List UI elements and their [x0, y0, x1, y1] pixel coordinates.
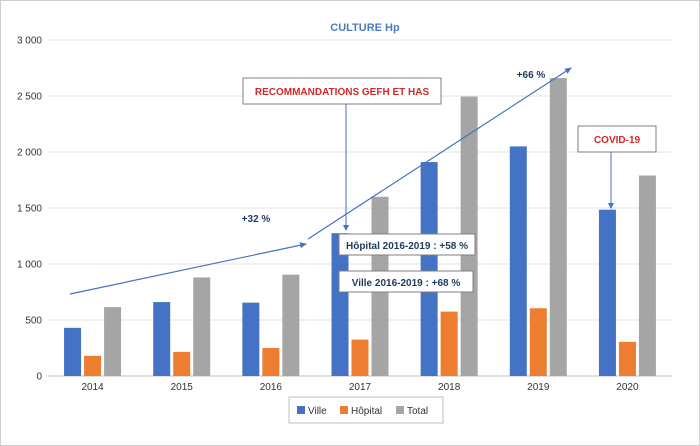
x-tick-label: 2018	[438, 382, 461, 393]
bar-total-2019	[549, 78, 567, 376]
bar-hpital-2018	[440, 311, 458, 376]
growth-arrow-2016-2019	[307, 67, 572, 240]
legend-swatch	[297, 406, 305, 414]
x-tick-label: 2016	[260, 382, 283, 393]
y-tick-label: 0	[36, 372, 42, 383]
bar-total-2016	[282, 274, 300, 376]
bar-total-2020	[638, 175, 656, 376]
x-tick-label: 2017	[349, 382, 372, 393]
y-tick-label: 3 000	[17, 36, 42, 47]
bar-hpital-2015	[173, 351, 191, 376]
y-tick-label: 2 500	[17, 92, 42, 103]
covid-box	[577, 125, 657, 153]
y-tick-label: 500	[25, 316, 42, 327]
chart-title: CULTURE Hp	[330, 22, 400, 34]
legend-label: Ville	[308, 406, 327, 417]
x-tick-label: 2015	[171, 382, 194, 393]
legend-label: Hôpital	[351, 406, 382, 417]
legend-box	[288, 396, 444, 424]
bar-hpital-2019	[529, 308, 547, 376]
x-tick-label: 2020	[616, 382, 639, 393]
hopital-growth-label: Hôpital 2016-2019 : +58 %	[346, 241, 468, 252]
bars	[64, 78, 656, 376]
bar-hpital-2017	[351, 339, 369, 376]
growth-arrow-2014-2016	[69, 242, 307, 295]
legend-swatch	[396, 406, 404, 414]
bar-ville-2020	[598, 209, 616, 376]
y-tick-label: 1 000	[17, 260, 42, 271]
bar-total-2015	[193, 277, 211, 376]
bar-total-2014	[104, 307, 122, 376]
bar-ville-2017	[331, 233, 349, 376]
legend-swatch	[340, 406, 348, 414]
bar-hpital-2016	[262, 348, 280, 376]
bar-ville-2016	[242, 302, 260, 376]
y-axis: 0 500 1 000 1 500 2 000 2 500 3 000	[17, 36, 42, 383]
legend-label: Total	[407, 406, 428, 417]
recommandations-box	[242, 77, 442, 105]
ville-growth-label: Ville 2016-2019 : +68 %	[352, 278, 461, 289]
growth-label-32: +32 %	[242, 214, 271, 225]
bar-ville-2014	[64, 327, 82, 376]
bar-ville-2015	[153, 302, 171, 376]
growth-label-66: +66 %	[517, 70, 546, 81]
y-tick-label: 1 500	[17, 204, 42, 215]
bar-ville-2019	[509, 146, 527, 376]
x-tick-label: 2019	[527, 382, 550, 393]
bar-hpital-2020	[618, 341, 636, 376]
ville-growth-box	[338, 270, 474, 293]
recommandations-label: RECOMMANDATIONS GEFH ET HAS	[255, 87, 430, 98]
x-tick-label: 2014	[81, 382, 104, 393]
x-axis: 2014 2015 2016 2017 2018 2019 2020	[81, 382, 639, 393]
legend: Ville Hôpital Total	[288, 396, 444, 424]
bar-hpital-2014	[84, 355, 102, 376]
hopital-growth-box	[338, 233, 476, 256]
bar-ville-2018	[420, 162, 438, 376]
y-tick-label: 2 000	[17, 148, 42, 159]
covid-label: COVID-19	[594, 135, 641, 146]
